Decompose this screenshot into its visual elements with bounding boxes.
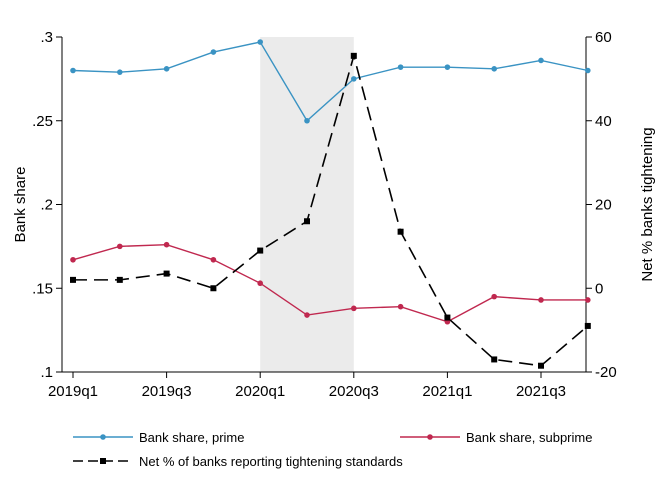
series-3-point [116, 276, 123, 283]
series-3-point [397, 228, 404, 235]
series-2-point [210, 256, 217, 263]
legend-swatch-marker [100, 458, 106, 464]
y-left-tick-label: .25 [32, 113, 53, 130]
y-left-tick-label: .2 [40, 197, 53, 214]
series-3-point [538, 362, 544, 369]
series-3-point [304, 218, 310, 225]
legend-swatch-marker [100, 434, 106, 440]
series-1-point [351, 76, 357, 82]
shaded-region [260, 37, 354, 372]
series-2-point [397, 303, 404, 310]
x-tick-label: 2020q1 [235, 383, 285, 400]
series-line-3 [73, 52, 589, 367]
series-3-point [491, 356, 498, 363]
series-3-point [444, 314, 451, 321]
series-1-point [70, 67, 76, 74]
series-1-point [585, 67, 591, 74]
series-3-point [70, 276, 76, 283]
series-2-point [491, 293, 498, 300]
shaded-period [260, 37, 354, 372]
x-tick-label: 2021q1 [422, 383, 472, 400]
series-1-point [397, 64, 404, 70]
y-right-tick-label: 40 [595, 113, 612, 130]
y-right-axis-title: Net % banks tightening [639, 127, 656, 281]
series-1-point [444, 64, 451, 70]
legend-label: Bank share, prime [139, 430, 245, 445]
series-group [70, 39, 591, 369]
legend-label: Bank share, subprime [466, 430, 592, 445]
series-2-point [163, 241, 170, 248]
y-left-tick-label: .3 [40, 29, 53, 46]
series-2-point [70, 256, 76, 263]
x-tick-label: 2020q3 [329, 383, 379, 400]
series-1-point [304, 117, 310, 124]
series-3-point [584, 322, 591, 329]
y-right-tick-label: 60 [595, 29, 612, 46]
y-left-tick-label: .1 [40, 364, 53, 381]
series-1-point [210, 49, 217, 55]
legend-label: Net % of banks reporting tightening stan… [139, 454, 403, 469]
y-left-axis-title: Bank share [12, 167, 29, 243]
series-line-1 [72, 41, 588, 122]
series-2-point [585, 297, 591, 303]
series-1-point [491, 66, 498, 72]
x-tick-label: 2019q1 [48, 383, 98, 400]
axes: .1 .15 .2 .25 .3 -20 0 20 40 60 2019q1 2019q3 2020q1… [12, 29, 656, 400]
series-1-point [163, 66, 170, 72]
legend-swatch-marker [427, 434, 433, 440]
x-tick-label: 2019q3 [142, 383, 192, 400]
y-right-tick-label: -20 [595, 364, 617, 381]
series-line-2 [72, 243, 588, 323]
series-2-point [304, 312, 310, 318]
series-2-point [351, 305, 357, 312]
series-1-point [117, 69, 123, 75]
y-right-tick-label: 20 [595, 197, 612, 214]
y-right-tick-label: 0 [595, 280, 603, 297]
series-3-point [210, 285, 217, 292]
x-tick-label: 2021q3 [516, 383, 566, 400]
series-3-point [163, 270, 170, 277]
series-1-point [538, 57, 544, 64]
series-2-point [117, 243, 123, 250]
legend: Bank share, prime Bank share, subprime Net… [73, 430, 592, 469]
series-2-point [538, 297, 544, 303]
series-3-point [257, 247, 264, 254]
series-2-point [257, 280, 264, 287]
series-1-point [257, 39, 264, 45]
series-3-point [350, 52, 357, 59]
y-left-tick-label: .15 [32, 280, 53, 297]
